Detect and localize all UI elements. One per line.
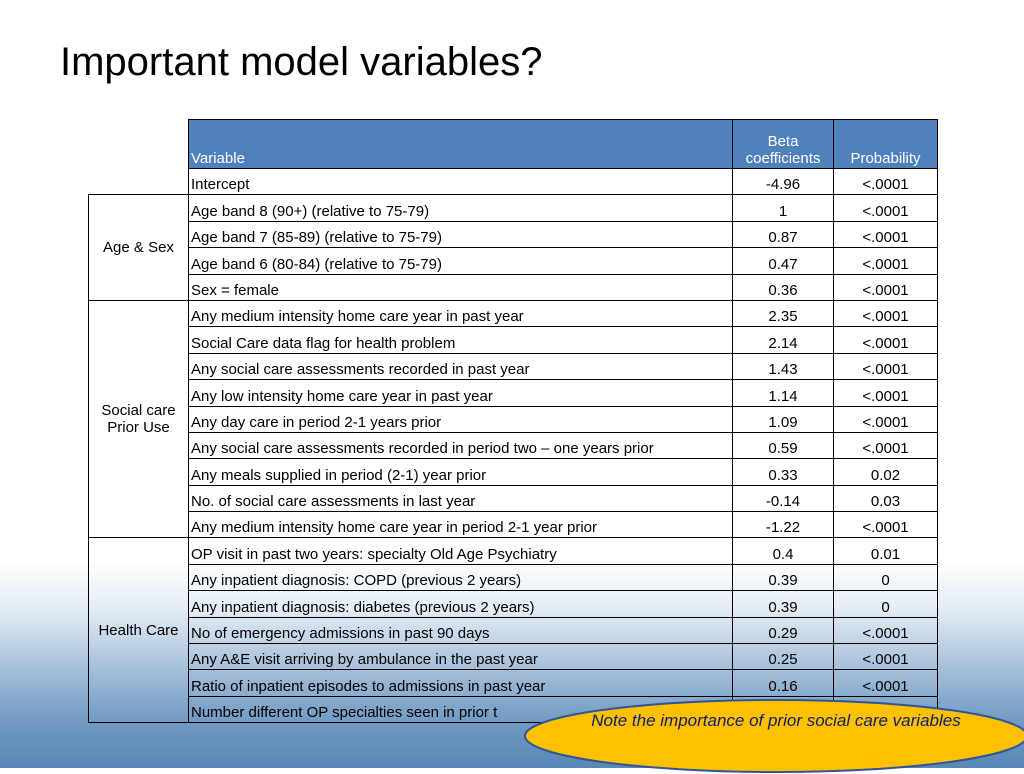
variable-cell: Any day care in period 2-1 years prior <box>188 405 733 433</box>
beta-cell: 0.59 <box>732 431 834 460</box>
probability-cell: <.0001 <box>833 194 938 222</box>
header-cell: Beta coefficients <box>732 119 834 169</box>
variable-cell: Intercept <box>188 167 733 196</box>
variable-cell: Any A&E visit arriving by ambulance in t… <box>188 643 733 671</box>
variable-cell: Age band 8 (90+) (relative to 75-79) <box>188 194 733 222</box>
probability-cell: <.0001 <box>833 247 938 275</box>
table-row: Social care Prior Use Any medium intensit… <box>88 299 938 539</box>
variable-cell: Social Care data flag for health problem <box>188 326 733 354</box>
table-row: Any day care in period 2-1 years prior 1.… <box>89 405 938 433</box>
probability-cell: <.0001 <box>833 220 938 249</box>
note-callout: Note the importance of prior social care… <box>524 699 1024 773</box>
table-row: Any low intensity home care year in past… <box>89 379 938 407</box>
variables-table: Variable Beta coefficients Probability I… <box>88 119 938 724</box>
group-cell: Social care Prior Use <box>88 299 189 539</box>
probability-cell: <.0001 <box>833 669 938 697</box>
beta-cell: 0.39 <box>732 563 834 592</box>
header-cell: Probability <box>833 119 938 169</box>
table-row: No. of social care assessments in last y… <box>89 484 938 513</box>
beta-cell: 2.14 <box>732 326 834 354</box>
beta-cell: -1.22 <box>732 511 834 539</box>
beta-cell: 0.25 <box>732 643 834 671</box>
probability-cell: <.0001 <box>833 405 938 433</box>
table-row: Any A&E visit arriving by ambulance in t… <box>89 643 938 671</box>
table-row: Age & Sex Age band 8 (90+) (relative to 7… <box>88 194 938 301</box>
beta-cell: -4.96 <box>732 167 834 196</box>
note-text: Note the importance of prior social care… <box>591 711 961 730</box>
table-row: Age band 6 (80-84) (relative to 75-79) 0.… <box>89 247 938 275</box>
probability-cell: 0.02 <box>833 458 938 486</box>
beta-cell: 0.16 <box>732 669 834 697</box>
probability-cell: <.0001 <box>833 431 938 460</box>
beta-cell: 0.39 <box>732 590 834 618</box>
probability-cell: 0.03 <box>833 484 938 513</box>
probability-cell: <.0001 <box>833 167 938 196</box>
probability-cell: 0 <box>833 563 938 592</box>
variable-cell: Age band 6 (80-84) (relative to 75-79) <box>188 247 733 275</box>
beta-cell: 0.47 <box>732 247 834 275</box>
header-cell: Variable <box>188 119 733 169</box>
table-body: Intercept -4.96 <.0001 Age & Sex Age band 8 … <box>88 167 938 724</box>
probability-cell: 0.01 <box>833 537 938 565</box>
probability-cell: <.0001 <box>833 511 938 539</box>
table-row: No of emergency admissions in past 90 da… <box>89 616 938 645</box>
probability-cell: <.0001 <box>833 379 938 407</box>
beta-cell: 1.09 <box>732 405 834 433</box>
variable-cell: Any meals supplied in period (2-1) year … <box>188 458 733 486</box>
table-row: Age band 7 (85-89) (relative to 75-79) 0.… <box>89 220 938 249</box>
variable-cell: No of emergency admissions in past 90 da… <box>188 616 733 645</box>
beta-cell: 0.87 <box>732 220 834 249</box>
beta-cell: -0.14 <box>732 484 834 513</box>
probability-cell: <.0001 <box>833 299 938 328</box>
table-row: Sex = female 0.36 <.0001 <box>89 273 938 301</box>
beta-cell: 1.43 <box>732 352 834 381</box>
group-cell: Health Care <box>88 537 189 724</box>
variable-cell: Sex = female <box>188 273 733 301</box>
probability-cell: <.0001 <box>833 273 938 301</box>
variable-cell: Any medium intensity home care year in p… <box>188 511 733 539</box>
probability-cell: 0 <box>833 590 938 618</box>
header-row: Variable Beta coefficients Probability <box>89 119 938 169</box>
group-cell: Age & Sex <box>88 194 189 301</box>
note-box: Note the importance of prior social care… <box>591 711 961 730</box>
beta-cell: 1.14 <box>732 379 834 407</box>
variable-cell: Age band 7 (85-89) (relative to 75-79) <box>188 220 733 249</box>
table-row: Any social care assessments recorded in … <box>89 352 938 381</box>
beta-cell: 0.29 <box>732 616 834 645</box>
beta-cell: 1 <box>732 194 834 222</box>
beta-cell: 0.36 <box>732 273 834 301</box>
variable-cell: Any inpatient diagnosis: COPD (previous … <box>188 563 733 592</box>
table-row: Any inpatient diagnosis: diabetes (previ… <box>89 590 938 618</box>
table-row: Any medium intensity home care year in p… <box>89 511 938 539</box>
table-row: Any inpatient diagnosis: COPD (previous … <box>89 563 938 592</box>
beta-cell: 0.4 <box>732 537 834 565</box>
blank-cell <box>89 169 189 195</box>
variable-cell: Any social care assessments recorded in … <box>188 431 733 460</box>
table-row: Any meals supplied in period (2-1) year … <box>89 458 938 486</box>
variable-cell: Any social care assessments recorded in … <box>188 352 733 381</box>
table-row: Ratio of inpatient episodes to admission… <box>89 669 938 697</box>
variable-cell: Any medium intensity home care year in p… <box>188 299 733 328</box>
table-row: Health Care OP visit in past two years: s… <box>88 537 938 724</box>
variable-cell: No. of social care assessments in last y… <box>188 484 733 513</box>
beta-cell: 0.33 <box>732 458 834 486</box>
blank-cell <box>89 120 189 169</box>
probability-cell: <.0001 <box>833 616 938 645</box>
variable-cell: Any inpatient diagnosis: diabetes (previ… <box>188 590 733 618</box>
probability-cell: <.0001 <box>833 643 938 671</box>
probability-cell: <.0001 <box>833 352 938 381</box>
probability-cell: <.0001 <box>833 326 938 354</box>
slide-title: Important model variables? <box>60 40 543 84</box>
variable-cell: Ratio of inpatient episodes to admission… <box>188 669 733 697</box>
variable-cell: OP visit in past two years: specialty Ol… <box>188 537 733 565</box>
table-row: Any social care assessments recorded in … <box>89 431 938 460</box>
beta-cell: 2.35 <box>732 299 834 328</box>
table-row: Intercept -4.96 <.0001 <box>89 167 938 196</box>
variable-cell: Any low intensity home care year in past… <box>188 379 733 407</box>
table-row: Social Care data flag for health problem… <box>89 326 938 354</box>
